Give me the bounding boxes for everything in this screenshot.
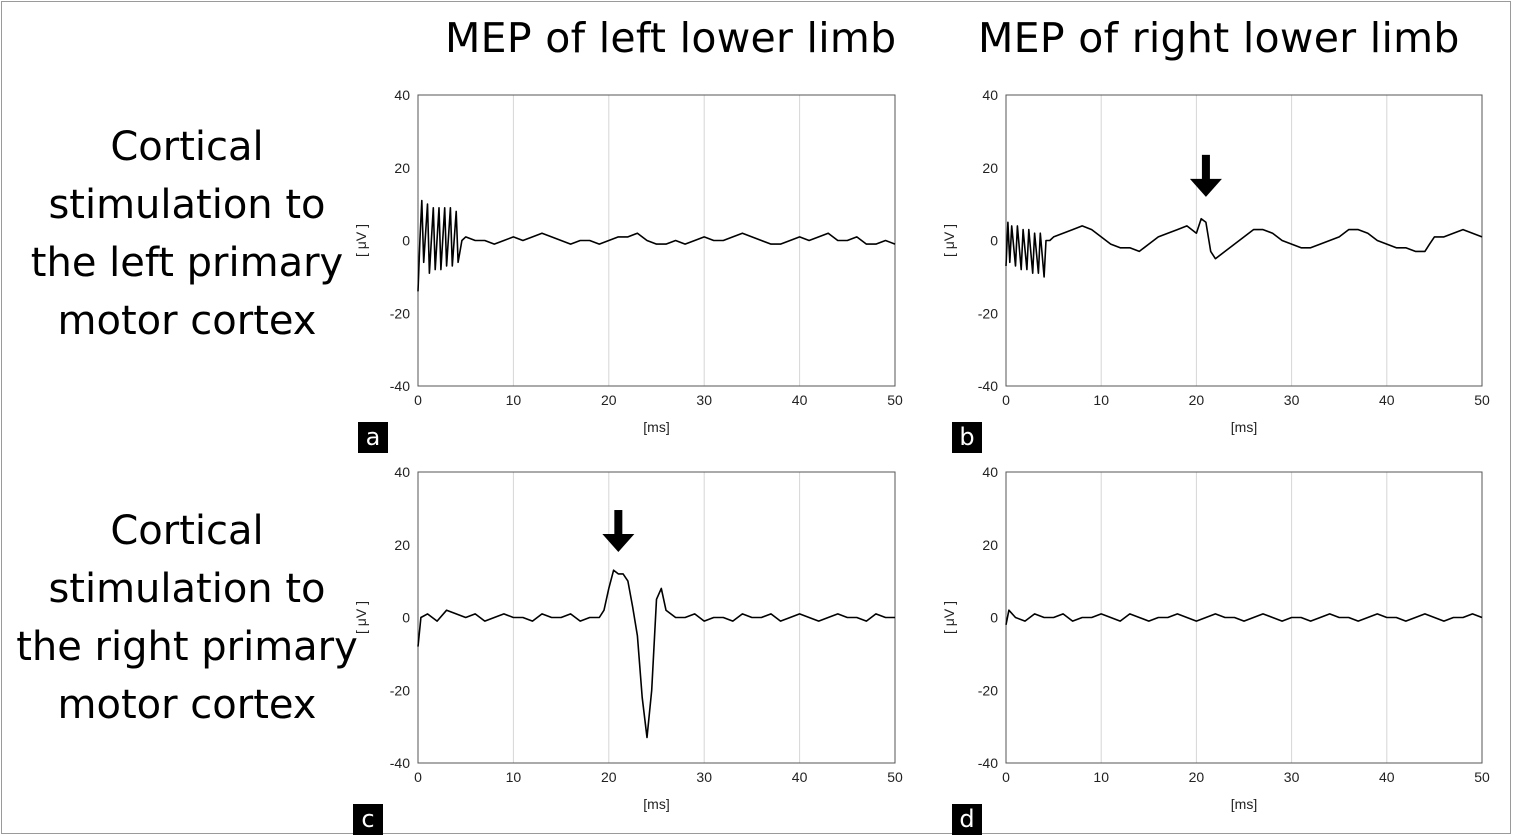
y-tick-label: -40 (390, 378, 410, 394)
panel-label-b: b (952, 422, 982, 453)
x-tick-label: 20 (601, 392, 617, 408)
row-title-line: the left primary (30, 240, 344, 286)
mep-trace (1005, 217, 1483, 278)
arrow-head-icon (1189, 178, 1222, 197)
plot-area-border (1005, 471, 1483, 764)
x-tick-label: 50 (1474, 769, 1490, 785)
x-tick-label: 50 (887, 769, 903, 785)
x-tick-label: 20 (601, 769, 617, 785)
x-tick-label: 10 (1093, 392, 1109, 408)
row-title-line: motor cortex (57, 682, 317, 728)
x-tick-label: 0 (1002, 769, 1010, 785)
x-tick-label: 10 (1093, 769, 1109, 785)
mep-trace (417, 199, 896, 292)
arrow-shaft (614, 510, 623, 537)
row-title-line: motor cortex (57, 298, 317, 344)
row-title-line: Cortical (110, 124, 264, 170)
x-tick-label: 50 (887, 392, 903, 408)
row-title-line: stimulation to (48, 182, 326, 228)
y-axis-label: [ μV ] (941, 601, 957, 634)
y-tick-label: 40 (982, 87, 998, 103)
y-tick-label: -20 (978, 305, 998, 321)
y-tick-label: 20 (394, 537, 410, 553)
y-tick-label: -40 (978, 378, 998, 394)
x-tick-label: 20 (1189, 392, 1205, 408)
y-tick-label: -20 (390, 682, 410, 698)
x-tick-label: 40 (792, 769, 808, 785)
arrow-head-icon (602, 534, 635, 553)
x-tick-label: 30 (696, 392, 712, 408)
y-axis-label: [ μV ] (353, 224, 369, 257)
row-title-line: stimulation to (48, 566, 326, 612)
row-title-right-cortex: Cortical stimulation to the right primar… (12, 502, 362, 734)
plot-area-border (1005, 94, 1483, 387)
plot-area-border (417, 471, 896, 764)
y-tick-label: -20 (978, 682, 998, 698)
x-tick-label: 10 (506, 392, 522, 408)
y-tick-label: -40 (978, 755, 998, 771)
y-axis-label: [ μV ] (941, 224, 957, 257)
y-tick-label: 0 (990, 233, 998, 249)
x-tick-label: 30 (696, 769, 712, 785)
row-title-left-cortex: Cortical stimulation to the left primary… (12, 118, 362, 350)
x-tick-label: 40 (792, 392, 808, 408)
x-axis-label: [ms] (643, 419, 669, 435)
x-tick-label: 30 (1284, 769, 1300, 785)
x-axis-label: [ms] (1231, 419, 1257, 435)
x-axis-label: [ms] (643, 796, 669, 812)
arrow-shaft (1201, 154, 1210, 181)
column-title-right-limb: MEP of right lower limb (978, 14, 1460, 62)
y-tick-label: 0 (402, 233, 410, 249)
x-tick-label: 30 (1284, 392, 1300, 408)
y-tick-label: 40 (982, 464, 998, 480)
y-tick-label: 20 (982, 160, 998, 176)
y-tick-label: 20 (982, 537, 998, 553)
y-axis-label: [ μV ] (353, 601, 369, 634)
column-title-left-limb: MEP of left lower limb (445, 14, 897, 62)
panel-label-a: a (358, 422, 388, 453)
y-tick-label: 0 (402, 610, 410, 626)
y-tick-label: 0 (990, 610, 998, 626)
x-tick-label: 50 (1474, 392, 1490, 408)
x-tick-label: 20 (1189, 769, 1205, 785)
y-tick-label: -20 (390, 305, 410, 321)
x-tick-label: 40 (1379, 392, 1395, 408)
panel-label-d: d (952, 804, 982, 835)
row-title-line: the right primary (16, 624, 358, 670)
mep-trace (417, 569, 895, 739)
plot-area-border (417, 94, 896, 387)
y-tick-label: 40 (394, 87, 410, 103)
row-title-line: Cortical (110, 508, 264, 554)
x-tick-label: 0 (414, 769, 422, 785)
x-tick-label: 40 (1379, 769, 1395, 785)
y-tick-label: -40 (390, 755, 410, 771)
y-tick-label: 20 (394, 160, 410, 176)
x-tick-label: 0 (1002, 392, 1010, 408)
x-axis-label: [ms] (1231, 796, 1257, 812)
x-tick-label: 10 (506, 769, 522, 785)
y-tick-label: 40 (394, 464, 410, 480)
mep-trace (1005, 609, 1483, 625)
x-tick-label: 0 (414, 392, 422, 408)
panel-label-c: c (353, 804, 383, 835)
